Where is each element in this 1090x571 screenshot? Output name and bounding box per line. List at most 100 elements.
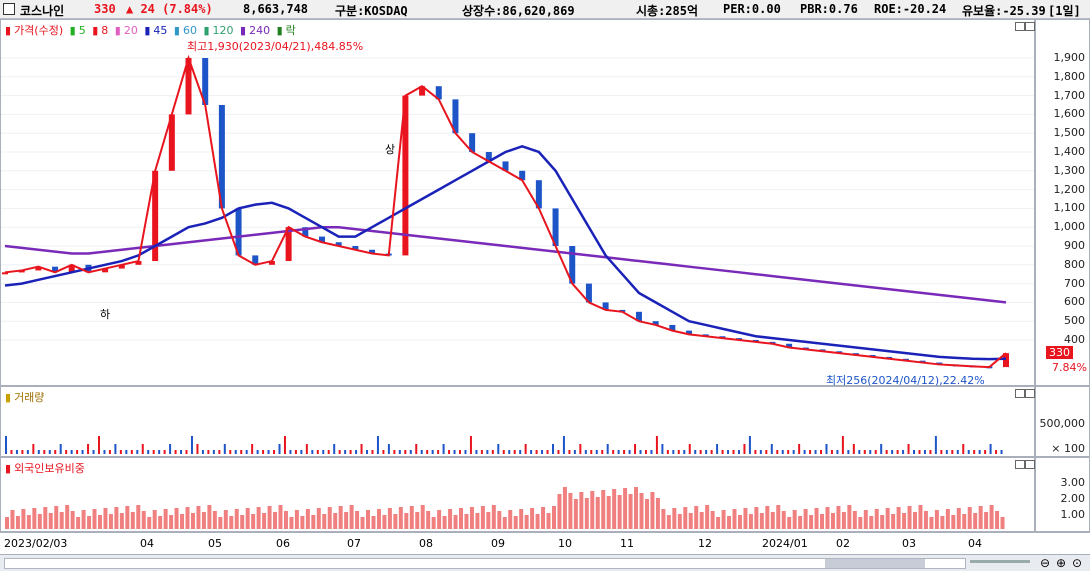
candle <box>335 242 342 246</box>
volume-bar <box>344 450 347 454</box>
volume-bar <box>803 450 806 454</box>
foreign-bar <box>212 511 217 529</box>
candle <box>652 321 659 325</box>
foreign-bar <box>590 491 595 529</box>
foreign-bar <box>431 517 436 529</box>
foreign-bar <box>863 510 868 529</box>
volume-bar <box>568 450 571 454</box>
zoom-out-icon[interactable]: ⊖ <box>1040 556 1051 570</box>
foreign-bar <box>283 511 288 529</box>
foreign-bar <box>748 514 753 529</box>
volume-bar <box>508 450 511 454</box>
foreign-bar <box>634 487 639 529</box>
foreign-bar <box>519 509 524 529</box>
panel-minimize-icon[interactable] <box>1015 22 1025 31</box>
scrollbar-thumb[interactable] <box>825 559 925 568</box>
volume-bar <box>398 450 401 454</box>
foreign-bar <box>836 506 841 529</box>
foreign-bar <box>530 508 535 529</box>
foreign-bar <box>852 511 857 529</box>
volume-bar <box>918 450 921 454</box>
panel-close-icon[interactable] <box>1025 22 1035 31</box>
foreign-bar <box>190 513 195 529</box>
panel-minimize-icon[interactable] <box>1015 389 1025 398</box>
trade-volume: 8,663,748 <box>243 2 309 16</box>
foreign-bar <box>737 515 742 529</box>
checkbox-icon[interactable] <box>3 3 15 15</box>
volume-bar <box>907 444 910 454</box>
candle <box>569 246 576 284</box>
volume-bar <box>223 444 226 454</box>
volume-bar <box>37 450 40 454</box>
foreign-bar <box>136 505 141 529</box>
volume-bar <box>283 436 286 454</box>
date-label: 11 <box>620 537 634 550</box>
foreign-legend: ▮ 외국인보유비중 <box>5 462 85 475</box>
volume-bar <box>951 450 954 454</box>
foreign-ownership-panel[interactable]: ▮ 외국인보유비중 <box>0 457 1035 532</box>
volume-bar <box>573 450 576 454</box>
legend-ma5: 5 <box>78 24 86 37</box>
foreign-bar <box>644 499 649 529</box>
foreign-bar <box>584 498 589 529</box>
volume-bar <box>535 450 538 454</box>
foreign-bar <box>491 505 496 529</box>
volume-bar <box>300 450 303 454</box>
foreign-bar <box>579 492 584 529</box>
price-chart-panel[interactable]: ▮ 가격(수정) ▮ 5 ▮ 8 ▮ 20 ▮ 45 ▮ 60 ▮ 120 ▮ 240 ▮ 락 최… <box>0 19 1035 387</box>
price-tick: 1,500 <box>1053 126 1086 140</box>
volume-bar <box>393 450 396 454</box>
foreign-bar <box>15 516 20 529</box>
ma45-line <box>4 145 1007 361</box>
volume-bar <box>579 444 582 454</box>
period-selector[interactable]: [1일] <box>1048 4 1081 18</box>
candle <box>535 180 542 209</box>
ma240-line <box>4 225 1007 304</box>
foreign-bar <box>81 510 86 529</box>
date-axis: 2023/02/03 04 05 06 07 08 09 10 11 12 2024/01 02 03 0… <box>0 532 1090 555</box>
volume-bar <box>43 450 46 454</box>
zoom-in-icon[interactable]: ⊕ <box>1056 556 1067 570</box>
volume-bar <box>70 450 73 454</box>
volume-bar <box>322 450 325 454</box>
volume-bar <box>108 450 111 454</box>
volume-bar <box>5 436 7 454</box>
zoom-reset-icon[interactable]: ⊙ <box>1072 556 1083 570</box>
stock-name[interactable]: 코스나인 <box>20 4 65 18</box>
horizontal-scrollbar[interactable] <box>4 558 966 569</box>
panel-minimize-icon[interactable] <box>1015 460 1025 469</box>
volume-bar <box>158 450 161 454</box>
foreign-title: 외국인보유비중 <box>14 462 85 475</box>
date-label: 2024/01 <box>762 537 808 550</box>
volume-bar <box>130 450 133 454</box>
volume-bar <box>382 450 385 454</box>
stock-info-bar: 코스나인 330 ▲ 24 (7.84%) 8,663,748 구분:KOSDA… <box>0 0 1090 19</box>
zoom-slider[interactable] <box>970 560 1030 563</box>
foreign-bar <box>322 514 327 529</box>
volume-panel[interactable]: ▮ 거래량 <box>0 386 1035 457</box>
foreign-bar <box>923 511 928 529</box>
candle <box>68 264 75 273</box>
foreign-bar <box>672 508 677 529</box>
volume-bar <box>513 450 516 454</box>
foreign-bar <box>76 517 81 529</box>
foreign-bar <box>655 498 660 529</box>
volume-bar <box>869 450 872 454</box>
foreign-bar <box>349 505 354 529</box>
panel-close-icon[interactable] <box>1025 389 1035 398</box>
volume-bar <box>601 450 604 454</box>
volume-bar <box>486 450 489 454</box>
foreign-bar <box>743 508 748 529</box>
price-tick: 1,000 <box>1053 220 1086 234</box>
volume-bar <box>590 450 593 454</box>
volume-bar <box>65 450 68 454</box>
volume-bar <box>967 450 970 454</box>
candle <box>452 99 459 134</box>
foreign-bar <box>688 513 693 529</box>
foreign-bar <box>716 517 721 529</box>
foreign-bar <box>798 516 803 529</box>
volume-bar <box>863 450 866 454</box>
panel-close-icon[interactable] <box>1025 460 1035 469</box>
volume-bar <box>639 450 642 454</box>
foreign-bar <box>92 509 97 529</box>
